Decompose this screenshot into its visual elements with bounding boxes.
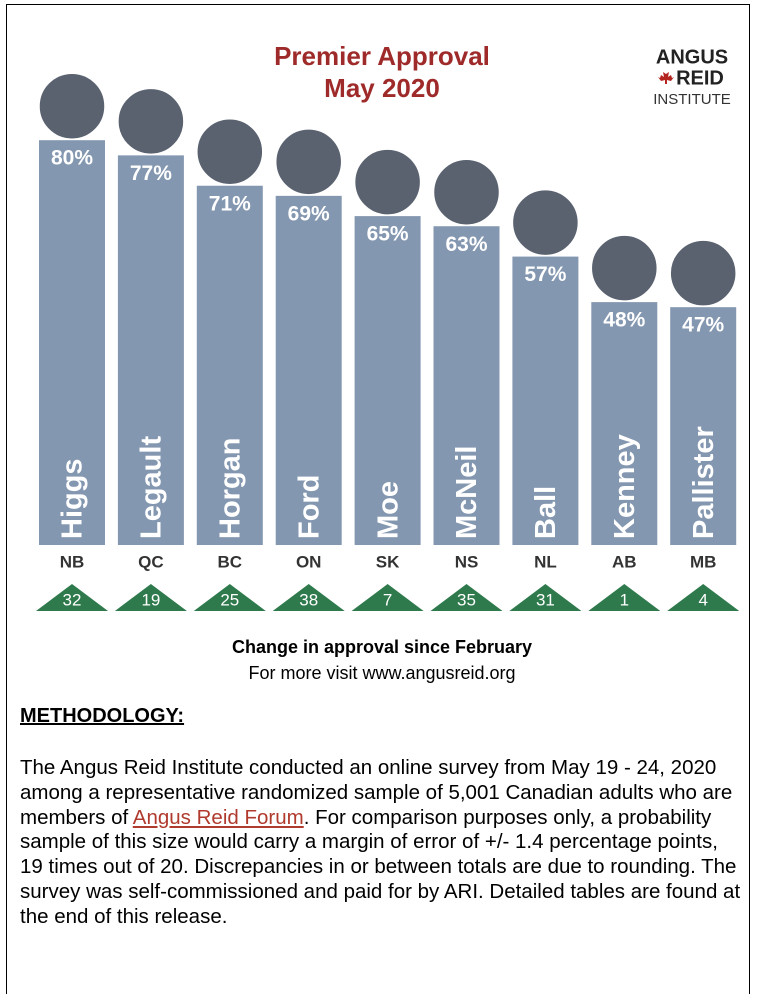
methodology-heading: METHODOLOGY: <box>20 705 185 727</box>
frame <box>6 4 750 994</box>
bar <box>670 307 737 545</box>
value-label: 71% <box>209 192 251 215</box>
premier-photo <box>117 87 185 156</box>
bar <box>117 155 184 545</box>
value-label: 63% <box>445 233 487 256</box>
province-label: MB <box>690 552 716 571</box>
change-label: 4 <box>698 590 707 609</box>
value-label: 57% <box>524 263 566 286</box>
bar <box>591 302 658 545</box>
bar <box>275 195 342 546</box>
chart-subtitle: May 2020 <box>324 73 440 103</box>
province-label: BC <box>218 552 243 571</box>
change-triangle <box>667 584 740 611</box>
premier-photo <box>196 117 264 186</box>
change-label: 7 <box>383 590 392 609</box>
change-triangle <box>193 584 266 611</box>
link[interactable]: Angus Reid Forum <box>132 805 304 829</box>
change-label: 32 <box>63 590 82 609</box>
province-label: NS <box>455 552 479 571</box>
caption: Change in approval since February <box>232 637 532 657</box>
province-label: NL <box>534 552 557 571</box>
logo-text: INSTITUTE <box>653 91 731 108</box>
province-label: AB <box>612 552 637 571</box>
category-label: Moe <box>372 481 404 539</box>
value-label: 47% <box>682 314 724 337</box>
change-label: 1 <box>620 590 629 609</box>
category-label: Legault <box>136 436 168 539</box>
premier-photo <box>432 158 501 226</box>
change-triangle <box>430 584 503 611</box>
category-label: Horgan <box>214 438 246 540</box>
premier-photo <box>353 148 422 216</box>
premier-photo <box>669 239 737 307</box>
change-label: 38 <box>299 590 318 609</box>
logo-text: ANGUS <box>656 46 728 68</box>
province-label: ON <box>296 552 322 571</box>
bar <box>354 216 421 545</box>
value-label: 77% <box>130 162 172 185</box>
change-triangle <box>588 584 661 611</box>
province-label: SK <box>376 552 400 571</box>
category-label: McNeil <box>451 446 483 539</box>
category-label: Pallister <box>688 426 720 539</box>
category-label: Ball <box>530 486 562 539</box>
logo-text: REID <box>676 67 724 89</box>
text: The Angus Reid Institute conducted an on… <box>20 756 733 829</box>
category-label: Kenney <box>609 434 641 539</box>
premier-photo <box>38 72 106 140</box>
methodology: METHODOLOGY: The Angus Reid Institute co… <box>20 705 742 930</box>
category-label: Higgs <box>57 458 89 539</box>
premier-photo <box>274 128 343 196</box>
premier-photo <box>590 234 659 302</box>
change-triangle <box>509 584 582 611</box>
premier-photo <box>511 188 580 257</box>
change-label: 35 <box>457 590 476 609</box>
bar <box>196 185 263 546</box>
bar <box>512 256 579 545</box>
province-label: QC <box>138 552 164 571</box>
change-triangle <box>36 584 108 611</box>
note: For more visit www.angusreid.org <box>248 663 515 683</box>
category-label: Ford <box>293 475 325 539</box>
text: . For comparison purposes only, a probab… <box>20 805 741 928</box>
value-label: 80% <box>51 147 93 170</box>
change-label: 31 <box>536 590 555 609</box>
chart: Premier Approval May 2020 ANGUS REID INS… <box>36 41 740 683</box>
methodology-text: The Angus Reid Institute conducted an on… <box>20 756 742 930</box>
value-label: 65% <box>367 223 409 246</box>
maple-leaf <box>658 70 674 84</box>
province-label: NB <box>60 552 85 571</box>
value-label: 48% <box>603 309 645 332</box>
chart-title: Premier Approval <box>274 41 490 71</box>
change-label: 19 <box>141 590 160 609</box>
change-label: 25 <box>220 590 239 609</box>
value-label: 69% <box>288 202 330 225</box>
bar <box>433 226 500 545</box>
bar <box>39 140 105 545</box>
change-triangle <box>114 584 187 611</box>
change-triangle <box>351 584 424 611</box>
change-triangle <box>272 584 345 611</box>
